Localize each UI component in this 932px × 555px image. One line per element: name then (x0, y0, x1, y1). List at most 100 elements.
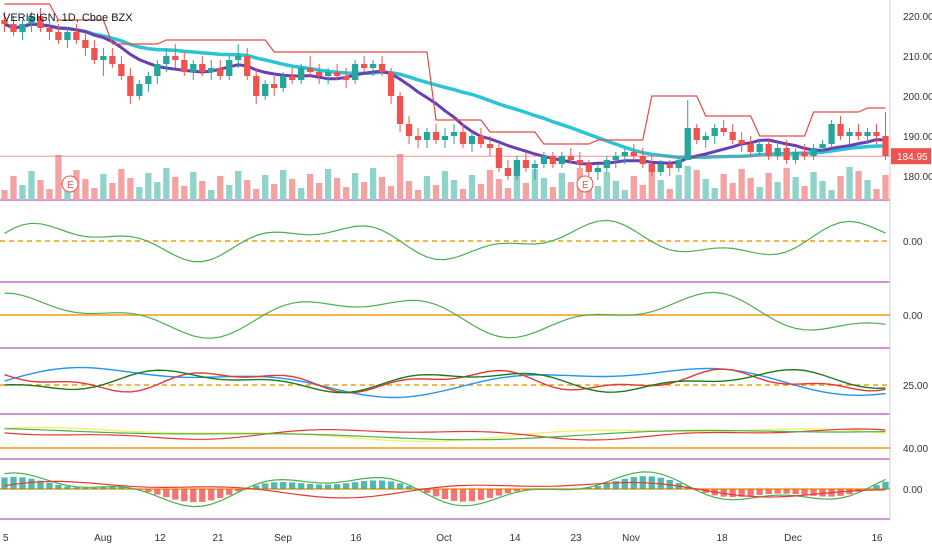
candle-body (873, 132, 879, 136)
histogram-bar (172, 489, 178, 500)
histogram-bar (73, 487, 79, 489)
volume-bar (801, 186, 807, 200)
volume-bar (622, 190, 628, 200)
candle-body (325, 72, 331, 76)
candle-body (774, 148, 780, 156)
volume-bar (91, 188, 97, 200)
histogram-bar (487, 489, 493, 498)
candle-body (640, 156, 646, 164)
time-tick-label: Nov (622, 533, 640, 544)
volume-bar (1, 190, 7, 200)
volume-bar (748, 178, 754, 200)
candle-body (559, 156, 565, 164)
volume-bar (451, 180, 457, 200)
time-tick-label: 16 (350, 533, 362, 544)
volume-bar (307, 174, 313, 200)
histogram-bar (442, 489, 448, 499)
candle-body (316, 72, 322, 76)
histogram-bar (514, 489, 520, 491)
time-tick-label: Sep (274, 533, 292, 544)
candle-body (361, 64, 367, 68)
volume-bar (217, 176, 223, 200)
candle-body (739, 140, 745, 144)
candle-body (352, 64, 358, 80)
candle-body (388, 72, 394, 96)
price-tick-label: 200.00 (903, 92, 932, 103)
volume-bar (271, 184, 277, 200)
candle-body (415, 136, 421, 140)
candle-body (19, 24, 25, 32)
histogram-bar (226, 489, 232, 495)
candle-body (253, 76, 259, 96)
candle-body (127, 76, 133, 96)
earnings-marker: E (577, 176, 593, 192)
candle-body (496, 148, 502, 168)
histogram-bar (316, 484, 322, 489)
histogram-bar (469, 489, 475, 501)
histogram-bar (774, 489, 780, 494)
volume-bar (334, 178, 340, 200)
histogram-bar (792, 489, 798, 494)
histogram-bar (46, 483, 52, 489)
chart-title: VERISIGN, 1D, Cboe BZX (3, 12, 133, 24)
indicator-level-label: 0.00 (903, 237, 923, 248)
histogram-bar (100, 487, 106, 489)
volume-bar (442, 171, 448, 200)
time-tick-label: 21 (212, 533, 224, 544)
indicator-level-label: 25.00 (903, 381, 928, 392)
candle-body (685, 128, 691, 160)
time-tick-label: Dec (784, 533, 802, 544)
histogram-bar (334, 484, 340, 489)
histogram-bar (145, 489, 151, 492)
volume-bar (783, 168, 789, 200)
volume-bar (541, 178, 547, 200)
histogram-bar (478, 489, 484, 500)
volume-bar (361, 182, 367, 200)
candle-body (280, 76, 286, 88)
histogram-bar (361, 481, 367, 489)
histogram-bar (199, 489, 205, 502)
candle-body (343, 76, 349, 80)
volume-bar (703, 179, 709, 200)
histogram-bar (604, 484, 610, 489)
time-tick-label: Oct (436, 533, 452, 544)
histogram-bar (307, 484, 313, 489)
volume-bar (10, 176, 16, 200)
price-tick-label: 190.00 (903, 132, 932, 143)
histogram-bar (154, 489, 160, 494)
volume-bar (226, 185, 232, 200)
volume-bar (460, 189, 466, 200)
volume-bar (352, 173, 358, 200)
candle-body (631, 152, 637, 156)
volume-bar (774, 182, 780, 200)
histogram-bar (343, 483, 349, 489)
candle-body (649, 164, 655, 172)
candle-body (882, 136, 888, 156)
volume-bar (100, 174, 106, 200)
volume-bar (730, 183, 736, 200)
volume-bar (298, 188, 304, 200)
candle-body (703, 136, 709, 140)
histogram-bar (370, 480, 376, 489)
candle-body (397, 96, 403, 124)
earnings-label: E (67, 180, 74, 191)
price-tick-label: 220.00 (903, 12, 932, 23)
candle-body (828, 124, 834, 144)
price-tick-label: 180.00 (903, 172, 932, 183)
candle-body (460, 132, 466, 144)
volume-bar (487, 170, 493, 200)
volume-bar (810, 172, 816, 200)
candle-body (370, 64, 376, 68)
histogram-bar (424, 489, 430, 493)
candle-body (199, 64, 205, 72)
candle-body (217, 68, 223, 76)
candle-body (118, 64, 124, 76)
histogram-bar (460, 489, 466, 502)
volume-bar (19, 185, 25, 200)
candle-body (109, 56, 115, 64)
candle-body (783, 148, 789, 160)
candle-body (469, 136, 475, 144)
histogram-bar (298, 483, 304, 489)
